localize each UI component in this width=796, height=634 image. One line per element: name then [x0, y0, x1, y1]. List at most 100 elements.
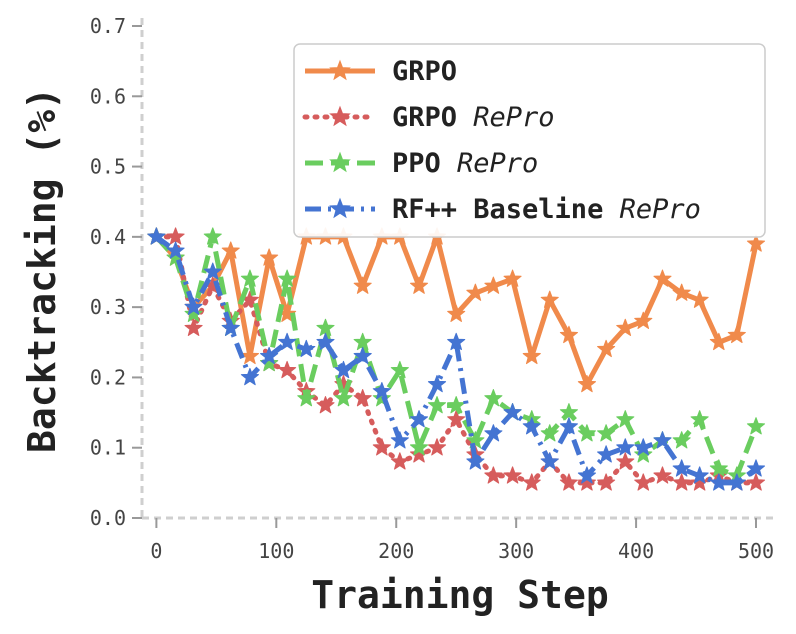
legend-marker	[329, 105, 351, 127]
data-point	[240, 269, 259, 287]
data-point	[503, 466, 522, 484]
data-point	[316, 396, 335, 414]
data-point	[672, 283, 691, 301]
data-point	[390, 452, 409, 470]
data-point	[447, 410, 466, 428]
data-point	[427, 374, 447, 393]
y-tick-label: 0.7	[90, 14, 126, 38]
data-point	[653, 466, 672, 484]
data-point	[166, 248, 185, 266]
data-point	[447, 332, 466, 351]
data-point	[353, 346, 372, 365]
data-point	[634, 473, 653, 491]
legend-label: RF++ Baseline RePro	[392, 194, 701, 225]
data-point	[484, 466, 503, 484]
legend: GRPO GRPO RePro PPO RePro RF++ Baseline ReP…	[293, 43, 766, 238]
data-point	[522, 417, 541, 435]
data-point	[240, 367, 259, 386]
y-tick-label: 0.2	[90, 365, 126, 389]
data-point	[672, 473, 691, 491]
data-point	[409, 276, 429, 294]
data-point	[184, 318, 203, 337]
data-point	[559, 473, 578, 491]
legend-label: PPO RePro	[392, 148, 538, 179]
data-point	[634, 445, 653, 463]
data-point	[353, 389, 372, 407]
data-point	[597, 424, 616, 442]
legend-marker	[329, 151, 351, 173]
y-axis: 0.0 0.1 0.2 0.3 0.4 0.5 0.6 0.7	[90, 14, 144, 530]
data-point	[540, 424, 559, 442]
x-tick-label: 500	[738, 539, 774, 563]
data-point	[559, 403, 578, 421]
x-axis: 0 100 200 300 400 500	[142, 516, 774, 563]
data-point	[484, 389, 503, 407]
x-axis-label: Training Step	[311, 573, 608, 617]
data-point	[203, 227, 222, 245]
data-point	[390, 360, 409, 379]
data-point	[597, 473, 616, 491]
data-point	[690, 410, 709, 428]
data-point	[559, 325, 578, 344]
data-point	[597, 445, 616, 463]
series-line	[154, 234, 758, 486]
legend-label: GRPO	[392, 56, 457, 87]
data-point	[203, 262, 222, 280]
data-point	[616, 318, 635, 337]
data-point	[727, 473, 746, 491]
y-tick-label: 0.1	[90, 436, 126, 460]
y-tick-label: 0.5	[90, 155, 126, 179]
data-point	[616, 452, 635, 470]
legend-entry: PPO RePro	[305, 148, 538, 179]
data-point	[690, 466, 709, 484]
data-point	[746, 234, 766, 252]
data-point	[466, 283, 485, 301]
data-point	[390, 431, 409, 449]
data-point	[577, 374, 596, 393]
legend-marker	[329, 59, 351, 81]
x-tick-label: 200	[378, 539, 414, 563]
data-point	[653, 431, 672, 449]
data-point	[427, 438, 447, 456]
legend-marker	[329, 197, 351, 219]
y-tick-label: 0.6	[90, 84, 126, 108]
data-point	[634, 311, 653, 329]
data-point	[353, 332, 372, 351]
data-point	[278, 269, 297, 287]
data-point	[409, 438, 429, 456]
data-point	[447, 304, 466, 322]
data-point	[746, 473, 766, 491]
data-point	[597, 339, 616, 358]
data-point	[372, 381, 391, 400]
series-layer	[147, 227, 766, 491]
x-tick-label: 0	[150, 539, 162, 563]
data-point	[634, 438, 653, 456]
y-tick-label: 0.3	[90, 295, 126, 319]
data-point	[503, 269, 522, 287]
data-point	[484, 424, 503, 442]
data-point	[316, 332, 335, 351]
data-point	[447, 396, 466, 414]
data-point	[240, 346, 259, 365]
data-point	[503, 403, 522, 421]
legend-entry: GRPO	[305, 56, 457, 87]
data-point	[260, 248, 279, 266]
y-tick-label: 0.4	[90, 225, 126, 249]
x-tick-label: 400	[618, 539, 654, 563]
data-point	[260, 346, 279, 365]
legend-entry: GRPO RePro	[302, 102, 555, 133]
data-point	[577, 473, 596, 491]
data-point	[672, 459, 691, 477]
data-point	[746, 459, 766, 477]
x-tick-label: 100	[258, 539, 294, 563]
data-point	[334, 360, 353, 379]
data-point	[166, 227, 185, 245]
data-point	[540, 452, 559, 470]
data-point	[334, 389, 353, 407]
data-point	[709, 332, 728, 351]
data-point	[522, 473, 541, 491]
data-point	[353, 276, 372, 294]
series-line	[153, 234, 759, 486]
data-point	[184, 304, 203, 322]
data-point	[727, 325, 746, 344]
